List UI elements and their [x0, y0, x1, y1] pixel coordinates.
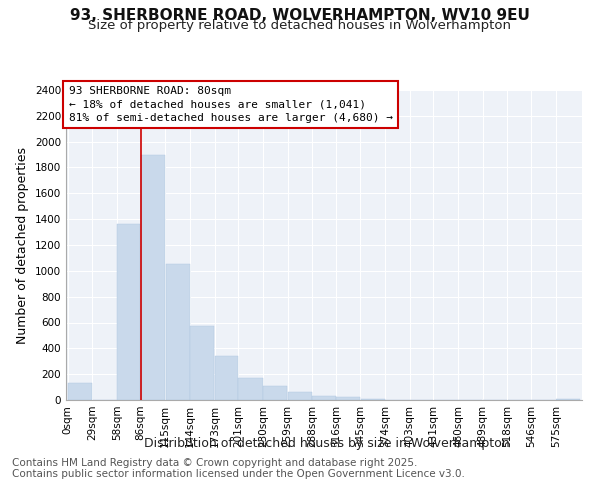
Bar	[117, 224, 140, 400]
Bar	[190, 326, 214, 400]
Bar	[166, 264, 190, 400]
Bar	[288, 392, 312, 400]
Text: Contains public sector information licensed under the Open Government Licence v3: Contains public sector information licen…	[12, 469, 465, 479]
Bar	[556, 398, 580, 400]
Bar	[336, 398, 360, 400]
Bar	[238, 378, 263, 400]
Text: Size of property relative to detached houses in Wolverhampton: Size of property relative to detached ho…	[89, 19, 511, 32]
Text: 93 SHERBORNE ROAD: 80sqm
← 18% of detached houses are smaller (1,041)
81% of sem: 93 SHERBORNE ROAD: 80sqm ← 18% of detach…	[68, 86, 392, 122]
Bar	[215, 356, 238, 400]
Bar	[263, 386, 287, 400]
Bar	[313, 396, 335, 400]
Text: Distribution of detached houses by size in Wolverhampton: Distribution of detached houses by size …	[144, 438, 510, 450]
Bar	[141, 154, 165, 400]
Bar	[68, 383, 92, 400]
Text: Contains HM Land Registry data © Crown copyright and database right 2025.: Contains HM Land Registry data © Crown c…	[12, 458, 418, 468]
Y-axis label: Number of detached properties: Number of detached properties	[16, 146, 29, 344]
Bar	[361, 398, 385, 400]
Text: 93, SHERBORNE ROAD, WOLVERHAMPTON, WV10 9EU: 93, SHERBORNE ROAD, WOLVERHAMPTON, WV10 …	[70, 8, 530, 22]
